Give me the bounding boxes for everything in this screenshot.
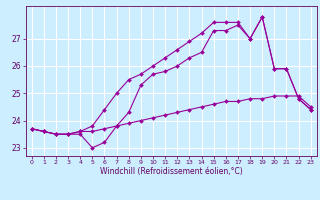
- X-axis label: Windchill (Refroidissement éolien,°C): Windchill (Refroidissement éolien,°C): [100, 167, 243, 176]
